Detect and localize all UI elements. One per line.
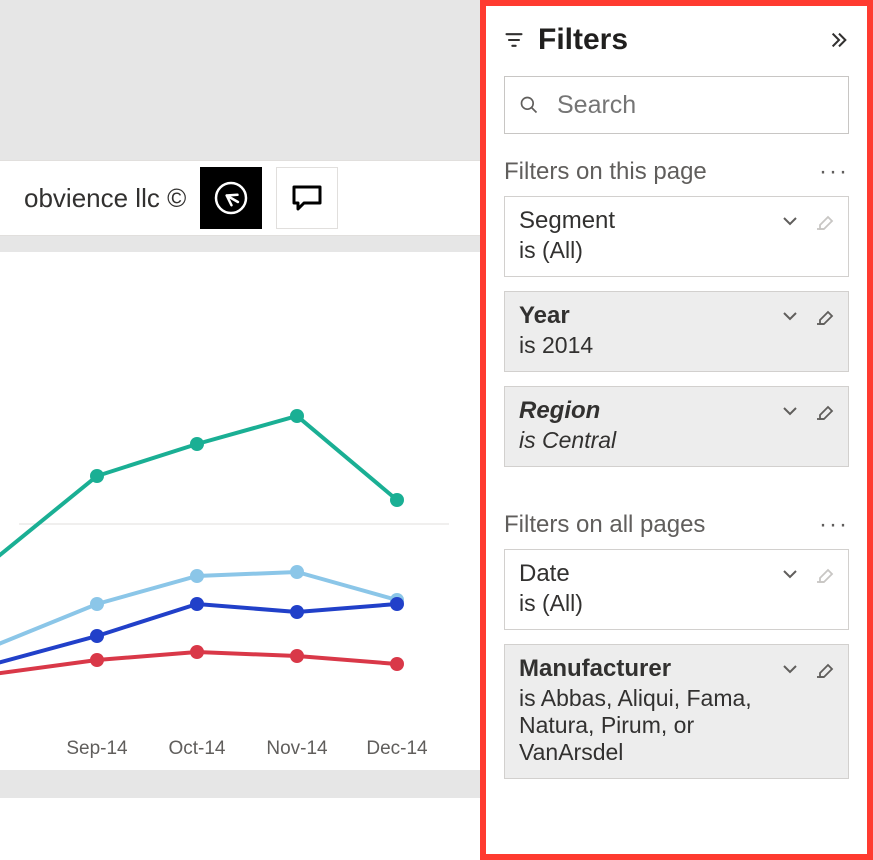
chevron-down-icon[interactable] [780, 211, 800, 231]
filter-field-value: is Abbas, Aliqui, Fama, Natura, Pirum, o… [519, 685, 780, 766]
filters-search-input[interactable] [557, 91, 834, 120]
svg-text:Oct-14: Oct-14 [168, 738, 225, 759]
filters-pane-title: Filters [538, 23, 829, 57]
clear-filter-icon [814, 211, 834, 231]
section-more-button[interactable]: ··· [819, 511, 849, 539]
svg-text:Nov-14: Nov-14 [266, 738, 328, 759]
back-button[interactable] [200, 167, 262, 229]
clear-filter-icon[interactable] [814, 306, 834, 326]
filter-section-header: Filters on all pages··· [504, 511, 849, 539]
clear-filter-icon[interactable] [814, 401, 834, 421]
collapse-pane-button[interactable] [829, 30, 849, 50]
comment-button[interactable] [276, 167, 338, 229]
filters-pane: Filters Filters on this page···Segmentis… [480, 0, 873, 860]
filter-card[interactable]: Segmentis (All) [504, 196, 849, 277]
chevron-down-icon[interactable] [780, 306, 800, 326]
report-toolbar: obvience llc © [0, 160, 480, 236]
comment-icon [290, 181, 324, 215]
brand-label: obvience llc © [24, 183, 186, 214]
filter-field-value: is (All) [519, 237, 780, 264]
search-icon [519, 95, 539, 115]
filter-field-name: Region [519, 397, 780, 425]
filter-field-value: is (All) [519, 590, 780, 617]
filter-field-name: Manufacturer [519, 655, 780, 683]
clear-filter-icon[interactable] [814, 659, 834, 679]
svg-text:Dec-14: Dec-14 [366, 738, 428, 759]
filter-section-title: Filters on this page [504, 158, 819, 186]
report-canvas: obvience llc © Sep-14 Oct-14 Nov-14 Dec-14 [0, 0, 480, 860]
chevron-down-icon[interactable] [780, 659, 800, 679]
section-more-button[interactable]: ··· [819, 158, 849, 186]
svg-text:Sep-14: Sep-14 [66, 738, 128, 759]
filter-field-value: is Central [519, 427, 780, 454]
filter-field-value: is 2014 [519, 332, 780, 359]
line-chart-visual[interactable]: Sep-14 Oct-14 Nov-14 Dec-14 [0, 252, 480, 860]
filter-section-title: Filters on all pages [504, 511, 819, 539]
filters-pane-header: Filters [504, 10, 849, 70]
filter-card[interactable]: Yearis 2014 [504, 291, 849, 372]
filters-search-box[interactable] [504, 76, 849, 134]
back-arrow-circle-icon [211, 178, 251, 218]
filter-field-name: Segment [519, 207, 780, 235]
filter-card[interactable]: Regionis Central [504, 386, 849, 467]
filter-field-name: Year [519, 302, 780, 330]
filter-card[interactable]: Dateis (All) [504, 549, 849, 630]
filter-icon [504, 30, 524, 50]
line-chart-svg: Sep-14 Oct-14 Nov-14 Dec-14 [0, 264, 468, 784]
chevron-down-icon[interactable] [780, 401, 800, 421]
filter-section-header: Filters on this page··· [504, 158, 849, 186]
chevron-down-icon[interactable] [780, 564, 800, 584]
filter-card[interactable]: Manufactureris Abbas, Aliqui, Fama, Natu… [504, 644, 849, 779]
filter-field-name: Date [519, 560, 780, 588]
canvas-footer-spacer [0, 770, 480, 798]
canvas-header-spacer [0, 0, 480, 160]
clear-filter-icon [814, 564, 834, 584]
